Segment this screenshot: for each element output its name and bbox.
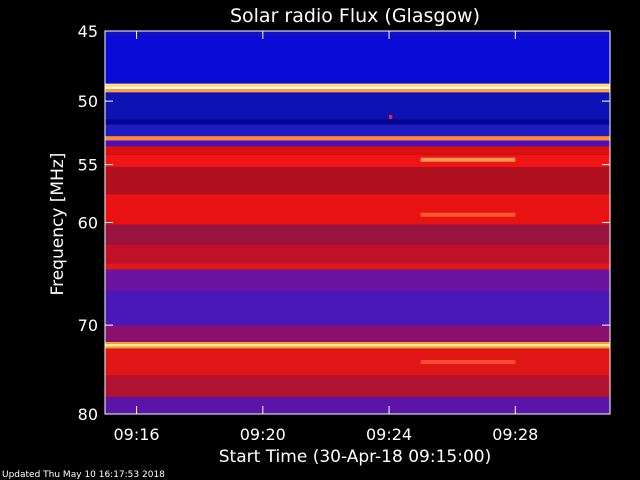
frequency-band (105, 92, 610, 120)
emission-feature (420, 157, 516, 162)
frequency-band (105, 83, 610, 87)
frequency-band (105, 31, 610, 37)
frequency-band (105, 397, 610, 414)
x-axis-label: Start Time (30-Apr-18 09:15:00) (219, 447, 491, 467)
x-axis: 09:16 09:20 09:24 09:28 (114, 31, 538, 444)
y-tick-label: 45 (78, 22, 98, 41)
frequency-band (105, 140, 610, 147)
y-tick-label: 70 (78, 316, 98, 335)
y-tick-label: 50 (78, 92, 98, 111)
frequency-band (105, 346, 610, 349)
y-axis: 45 50 55 60 70 80 (78, 22, 610, 424)
emission-feature (420, 360, 516, 365)
x-tick-label: 09:16 (114, 425, 160, 444)
frequency-band (105, 154, 610, 167)
frequency-band (105, 36, 610, 84)
frequency-band (105, 375, 610, 398)
chart-title: Solar radio Flux (Glasgow) (230, 5, 480, 27)
frequency-band (105, 263, 610, 270)
frequency-band (105, 269, 610, 291)
frequency-band (105, 325, 610, 343)
frequency-band (105, 89, 610, 93)
frequency-band (105, 342, 610, 344)
x-tick-label: 09:28 (492, 425, 538, 444)
frequency-band (105, 224, 610, 245)
x-tick-label: 09:24 (366, 425, 412, 444)
frequency-band (105, 244, 610, 264)
frequency-band (105, 146, 610, 155)
frequency-band (105, 124, 610, 137)
plot-area (104, 30, 611, 415)
updated-timestamp: Updated Thu May 10 16:17:53 2018 (2, 470, 165, 480)
frequency-band (105, 343, 610, 347)
frequency-band (105, 348, 610, 376)
y-tick-label: 55 (78, 156, 98, 175)
frequency-band (105, 86, 610, 90)
frequency-band (105, 136, 610, 141)
y-tick-label: 80 (78, 405, 98, 424)
frequency-band (105, 119, 610, 125)
y-axis-label: Frequency [MHz] (48, 153, 68, 296)
frequency-band (105, 194, 610, 225)
frequency-band (105, 166, 610, 195)
emission-feature (389, 114, 393, 119)
x-tick-label: 09:20 (240, 425, 286, 444)
frequency-band (105, 290, 610, 326)
y-tick-label: 60 (78, 214, 98, 233)
emission-feature (420, 212, 516, 217)
